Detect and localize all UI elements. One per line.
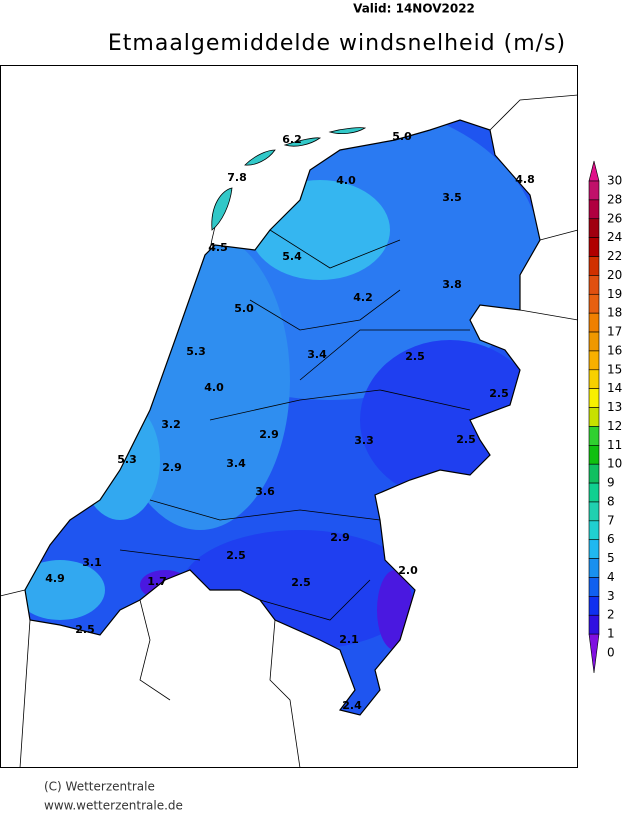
station-value: 2.9 xyxy=(162,461,182,474)
legend-swatch xyxy=(588,407,600,427)
legend-label: 26 xyxy=(607,211,622,225)
legend-swatch xyxy=(588,350,600,371)
legend-swatch xyxy=(588,426,600,446)
legend-swatch xyxy=(588,293,600,314)
legend-swatch xyxy=(588,369,600,389)
station-value: 3.4 xyxy=(226,457,246,470)
station-value: 1.7 xyxy=(147,575,167,588)
legend-label: 28 xyxy=(607,192,622,206)
legend-label: 6 xyxy=(607,532,615,546)
legend-label: 2 xyxy=(607,608,615,622)
neighbour-borders xyxy=(0,94,579,769)
legend-swatch xyxy=(588,633,600,674)
station-value: 2.5 xyxy=(489,387,509,400)
legend-label: 19 xyxy=(607,287,622,301)
legend-swatch xyxy=(588,501,600,522)
station-value: 5.0 xyxy=(234,302,254,315)
legend-swatch xyxy=(588,237,600,257)
station-value: 5.3 xyxy=(117,453,137,466)
legend-label: 30 xyxy=(607,174,622,188)
islands xyxy=(211,127,367,231)
legend-label: 16 xyxy=(607,343,622,357)
legend-swatch xyxy=(588,596,600,616)
station-value: 2.4 xyxy=(342,699,362,712)
legend-label: 20 xyxy=(607,268,622,282)
station-value: 4.2 xyxy=(353,291,373,304)
legend-label: 5 xyxy=(607,551,615,565)
legend-label: 3 xyxy=(607,589,615,603)
legend-swatch xyxy=(588,199,600,220)
station-value: 3.3 xyxy=(354,434,374,447)
legend-swatch xyxy=(588,331,600,352)
credit-url: www.wetterzentrale.de xyxy=(44,799,183,813)
legend-swatch xyxy=(588,312,600,333)
station-value: 3.6 xyxy=(255,485,275,498)
legend-swatch xyxy=(588,577,600,597)
map-title: Etmaalgemiddelde windsnelheid (m/s) xyxy=(108,31,566,56)
station-value: 3.4 xyxy=(307,348,327,361)
legend-swatch xyxy=(588,463,600,484)
legend-label: 9 xyxy=(607,476,615,490)
legend-label: 15 xyxy=(607,362,622,376)
station-value: 3.2 xyxy=(161,418,181,431)
legend-label: 17 xyxy=(607,325,622,339)
valid-date: Valid: 14NOV2022 xyxy=(353,2,475,16)
legend-label: 1 xyxy=(607,627,615,641)
legend-label: 0 xyxy=(607,646,615,660)
station-value: 6.2 xyxy=(282,133,302,146)
legend-label: 10 xyxy=(607,457,622,471)
legend-label: 4 xyxy=(607,570,615,584)
station-value: 3.5 xyxy=(442,191,462,204)
station-value: 2.0 xyxy=(398,564,418,577)
legend-label: 13 xyxy=(607,400,622,414)
legend-label: 7 xyxy=(607,513,615,527)
station-value: 2.9 xyxy=(259,428,279,441)
station-value: 2.5 xyxy=(291,576,311,589)
legend-label: 8 xyxy=(607,494,615,508)
legend-label: 18 xyxy=(607,306,622,320)
station-value: 4.8 xyxy=(515,173,535,186)
legend-swatch xyxy=(588,558,600,578)
station-value: 3.8 xyxy=(442,278,462,291)
station-value: 4.0 xyxy=(336,174,356,187)
station-value: 2.9 xyxy=(330,531,350,544)
legend-swatch xyxy=(588,218,600,238)
station-value: 2.5 xyxy=(226,549,246,562)
station-value: 2.1 xyxy=(339,633,359,646)
legend-label: 11 xyxy=(607,438,622,452)
station-value: 2.5 xyxy=(456,433,476,446)
legend-swatch xyxy=(588,482,600,503)
legend-swatch xyxy=(588,275,600,295)
station-value: 4.9 xyxy=(45,572,65,585)
legend-swatch xyxy=(588,539,600,559)
station-value: 4.5 xyxy=(208,241,228,254)
legend-label: 12 xyxy=(607,419,622,433)
station-value: 4.0 xyxy=(204,381,224,394)
legend-swatch xyxy=(588,445,600,465)
legend-swatch xyxy=(588,520,600,541)
station-value: 5.0 xyxy=(392,130,412,143)
station-value: 2.5 xyxy=(405,350,425,363)
station-values: 6.2 5.0 7.8 4.0 4.8 3.5 4.5 5.4 4.2 3.8 5.0 5.3 3.4 2… xyxy=(45,130,535,712)
legend: 3028262422201918171615141312111098765432… xyxy=(588,160,622,674)
legend-swatch xyxy=(588,388,600,408)
station-value: 5.3 xyxy=(186,345,206,358)
station-value: 2.5 xyxy=(75,623,95,636)
legend-swatch xyxy=(588,614,600,635)
station-value: 3.1 xyxy=(82,556,102,569)
station-value: 5.4 xyxy=(282,250,302,263)
legend-swatch xyxy=(588,180,600,201)
credit: (C) Wetterzentrale xyxy=(44,780,155,794)
legend-label: 22 xyxy=(607,249,622,263)
legend-swatch xyxy=(588,160,600,182)
legend-swatch xyxy=(588,256,600,276)
legend-label: 14 xyxy=(607,381,622,395)
station-value: 7.8 xyxy=(227,171,247,184)
legend-label: 24 xyxy=(607,230,622,244)
